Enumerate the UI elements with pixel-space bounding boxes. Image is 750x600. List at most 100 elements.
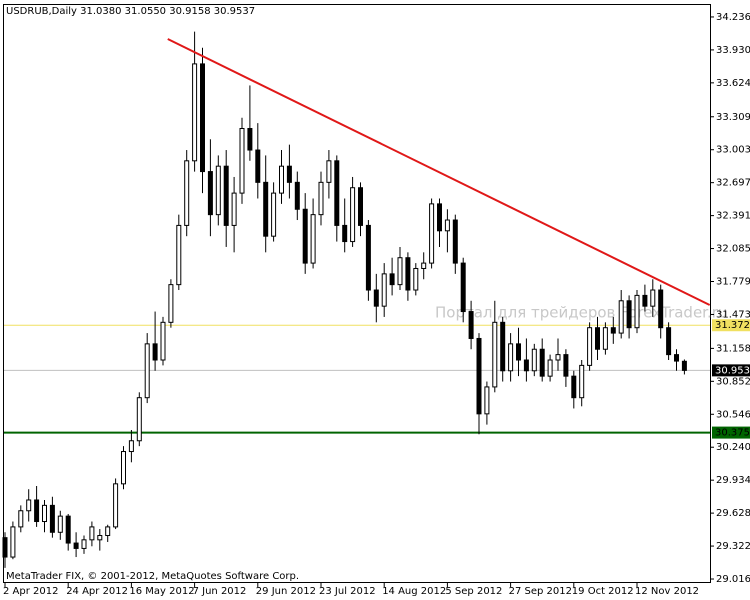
candle-body xyxy=(223,165,229,226)
candle-body xyxy=(587,327,593,366)
candle-body xyxy=(113,483,119,528)
candle-body xyxy=(642,294,648,307)
y-tick-label: 29.6280 xyxy=(716,508,750,519)
candle-body xyxy=(152,343,158,361)
y-tick-label: 31.4730 xyxy=(716,309,750,320)
candle-body xyxy=(279,165,284,194)
price-level-tag xyxy=(712,426,750,439)
candle-body xyxy=(539,348,545,377)
y-tick-label: 32.6970 xyxy=(716,178,750,189)
candle-body xyxy=(492,321,498,388)
candle-body xyxy=(476,337,482,415)
candle-body xyxy=(168,284,174,323)
footer: MetaTrader FIX, © 2001-2012, MetaQuotes … xyxy=(6,571,299,582)
candle-body xyxy=(89,526,95,541)
x-tick-label: 7 Jun 2012 xyxy=(193,586,247,597)
candle-body xyxy=(523,359,529,372)
candle-body xyxy=(658,289,664,329)
candle-body xyxy=(452,219,458,264)
candle-body xyxy=(602,327,608,350)
candle-body xyxy=(65,515,71,544)
candle-body xyxy=(18,510,24,528)
x-tick-label: 12 Nov 2012 xyxy=(635,586,699,597)
candle-body xyxy=(215,165,221,216)
candle-body xyxy=(10,526,16,558)
candle-body xyxy=(500,321,506,372)
candle-body xyxy=(302,208,308,264)
price-level-label: 31.3729 xyxy=(715,320,750,331)
candle-body xyxy=(81,539,87,549)
y-tick-label: 31.1580 xyxy=(716,343,750,354)
y-tick-label: 33.9300 xyxy=(716,45,750,56)
y-tick-label: 30.8520 xyxy=(716,376,750,387)
candle-body xyxy=(239,128,245,194)
candle-body xyxy=(595,327,600,350)
candle-body xyxy=(358,187,363,226)
x-tick-label: 27 Sep 2012 xyxy=(509,586,572,597)
trendline xyxy=(167,38,711,306)
y-tick-label: 34.2360 xyxy=(716,12,750,23)
y-tick-label: 30.2400 xyxy=(716,442,750,453)
candle-body xyxy=(334,160,340,226)
candle-body xyxy=(397,257,403,286)
candle-body xyxy=(389,273,395,286)
x-tick-label: 5 Sep 2012 xyxy=(445,586,502,597)
x-tick-label: 19 Oct 2012 xyxy=(572,586,634,597)
x-tick-label: 23 Jul 2012 xyxy=(319,586,376,597)
candle-body xyxy=(429,203,435,264)
candle-body xyxy=(200,63,205,173)
candle-body xyxy=(413,267,419,291)
candle-body xyxy=(421,262,427,269)
candle-body xyxy=(310,214,316,264)
candle-body xyxy=(34,499,40,523)
candle-body xyxy=(626,300,632,329)
y-tick-label: 29.9340 xyxy=(716,475,750,486)
price-level-label: 30.9537 xyxy=(715,365,750,376)
candle-body xyxy=(105,526,111,537)
candle-body xyxy=(555,354,561,361)
y-tick-label: 33.0030 xyxy=(716,145,750,156)
y-tick-label: 32.3910 xyxy=(716,211,750,222)
candle-body xyxy=(136,397,142,442)
candle-body xyxy=(97,535,103,541)
candle-body xyxy=(57,515,63,533)
candle-body xyxy=(184,160,190,226)
y-tick-label: 32.0850 xyxy=(716,244,750,255)
y-tick-label: 30.5460 xyxy=(716,409,750,420)
candle-body xyxy=(634,294,640,329)
candle-body xyxy=(342,224,348,243)
candle-body xyxy=(571,375,577,399)
candle-body xyxy=(263,181,269,237)
candle-body xyxy=(176,224,182,286)
candle-body xyxy=(294,181,300,210)
x-tick-label: 2 Apr 2012 xyxy=(3,586,58,597)
price-level-label: 30.3759 xyxy=(715,428,750,439)
candle-body xyxy=(618,300,624,334)
candle-body xyxy=(73,542,79,549)
candle-body xyxy=(365,224,371,291)
y-tick-label: 29.0160 xyxy=(716,574,750,585)
candle-body xyxy=(405,257,411,291)
candle-body xyxy=(437,203,442,232)
candle-body xyxy=(26,499,32,512)
x-tick-label: 16 May 2012 xyxy=(129,586,194,597)
price-level-tag xyxy=(712,364,750,377)
candle-body xyxy=(350,187,356,243)
candle-body xyxy=(255,149,261,183)
chart-title: USDRUB,Daily 31.0380 31.0550 30.9158 30.… xyxy=(6,6,255,17)
price-level-tag xyxy=(712,319,750,332)
candle-body xyxy=(2,537,8,558)
candle-body xyxy=(444,219,450,232)
candle-body xyxy=(468,311,474,339)
candle-body xyxy=(681,360,687,371)
candle-body xyxy=(516,343,521,361)
x-tick-label: 14 Aug 2012 xyxy=(382,586,446,597)
candle-body xyxy=(508,343,514,372)
y-tick-label: 29.3220 xyxy=(716,541,750,552)
candle-body xyxy=(326,160,332,183)
candle-body xyxy=(547,359,553,377)
candle-body xyxy=(192,63,198,162)
candle-body xyxy=(160,321,166,361)
candle-body xyxy=(286,165,292,183)
